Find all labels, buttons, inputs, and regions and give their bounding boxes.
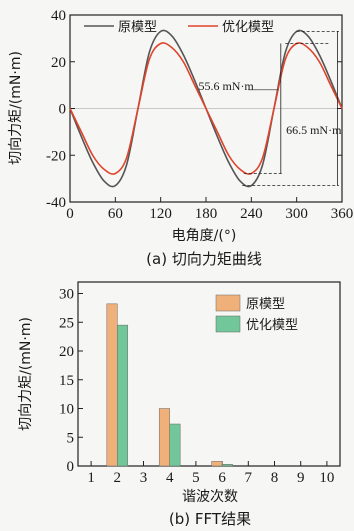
x-tick-label: 0	[66, 206, 74, 222]
x-tick-label: 5	[192, 470, 200, 486]
bar-original-h4	[158, 408, 170, 467]
legend-label-optimized: 优化模型	[222, 20, 274, 35]
x-tick-label: 300	[285, 206, 308, 222]
bar-optimized-h6	[221, 464, 233, 467]
y-tick-label: 0	[59, 102, 67, 118]
y-tick-label: -40	[46, 195, 66, 211]
bar-original-h2	[106, 303, 118, 467]
x-tick-label: 120	[149, 206, 172, 222]
x-tick-label: 10	[319, 470, 334, 486]
legend-label-original: 原模型	[118, 20, 157, 35]
y-axis-ticks-b: 0 5 10 15 20 25 30	[59, 287, 83, 475]
x-axis-ticks-a: 0 60 120 180 240 300 360	[66, 197, 353, 222]
y-tick-label: 5	[67, 430, 75, 446]
torque-curve-chart: -40 -20 0 20 40 0 60 120 180 240 300 360 55.6 mN·m…	[8, 8, 353, 268]
legend-swatch-original	[215, 294, 241, 312]
y-tick-label: 0	[67, 459, 75, 475]
legend-label-optimized: 优化模型	[246, 318, 298, 333]
y-tick-label: 10	[59, 402, 74, 418]
y-tick-label: 30	[59, 287, 74, 303]
y-tick-label: 20	[59, 344, 74, 360]
legend-label-original: 原模型	[246, 297, 285, 312]
x-axis-label-a: 电角度/(°)	[172, 228, 237, 244]
annotation-original-p2p: 66.5 mN·m	[286, 123, 342, 137]
y-tick-label: -20	[46, 148, 66, 164]
x-tick-label: 180	[195, 206, 218, 222]
y-axis-label-a: 切向力矩/(mN·m)	[8, 51, 24, 165]
bars-b	[106, 303, 233, 467]
x-tick-label: 360	[331, 206, 354, 222]
y-tick-label: 25	[59, 315, 74, 331]
caption-a: (a) 切向力矩曲线	[146, 250, 262, 268]
bar-optimized-h4	[169, 423, 181, 467]
x-tick-label: 9	[297, 470, 305, 486]
x-tick-label: 6	[218, 470, 226, 486]
x-tick-label: 2	[114, 470, 122, 486]
legend-swatch-optimized	[215, 315, 241, 333]
annotation-optimized-p2p: 55.6 mN·m	[198, 79, 254, 93]
x-tick-label: 3	[140, 470, 148, 486]
legend-a: 原模型 优化模型	[84, 20, 274, 35]
x-axis-label-b: 谐波次数	[182, 489, 238, 505]
bar-original-h6	[211, 461, 223, 467]
caption-b: (b) FFT结果	[169, 510, 251, 528]
x-axis-ticks-b: 1 2 3 4 5 6 7 8 9 10	[87, 461, 334, 486]
bar-optimized-h2	[117, 324, 129, 467]
y-tick-label: 20	[51, 55, 66, 71]
x-tick-label: 7	[245, 470, 253, 486]
y-axis-ticks-a: -40 -20 0 20 40	[46, 8, 342, 211]
y-tick-label: 15	[59, 373, 74, 389]
x-tick-label: 240	[240, 206, 263, 222]
x-tick-label: 8	[271, 470, 279, 486]
x-tick-label: 1	[87, 470, 95, 486]
x-tick-label: 4	[166, 470, 174, 486]
y-axis-label-b: 切向力矩/(mN·m)	[18, 317, 34, 431]
annotations-a: 55.6 mN·m 66.5 mN·m	[198, 30, 342, 187]
x-tick-label: 60	[108, 206, 123, 222]
y-tick-label: 40	[51, 8, 66, 24]
